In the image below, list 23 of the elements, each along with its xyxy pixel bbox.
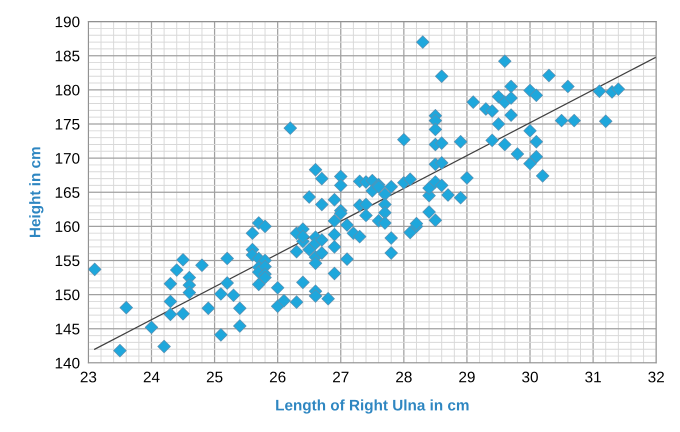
x-tick-label: 31 [585, 372, 601, 382]
y-tick-label: 170 [56, 152, 80, 164]
x-tick-label: 28 [396, 372, 412, 382]
x-tick-label: 30 [522, 372, 538, 382]
y-tick-label: 175 [56, 119, 80, 130]
y-tick-label: 180 [56, 84, 80, 96]
x-tick-label: 29 [459, 372, 475, 382]
y-tick-label: 150 [56, 289, 80, 300]
y-axis-title: Height in cm [29, 147, 44, 238]
x-tick-label: 26 [270, 372, 286, 382]
x-tick-label: 24 [144, 372, 160, 382]
x-tick-label: 32 [648, 372, 664, 382]
y-tick-label: 185 [56, 50, 80, 62]
y-tick-label: 140 [56, 358, 80, 369]
x-tick-label: 23 [80, 372, 96, 382]
x-tick-label: 27 [333, 372, 348, 382]
y-tick-label: 145 [56, 324, 80, 334]
y-tick-label: 155 [56, 256, 80, 266]
x-tick-label: 25 [206, 372, 222, 382]
y-tick-label: 160 [56, 221, 80, 232]
y-tick-label: 165 [56, 187, 80, 198]
y-tick-label: 190 [56, 16, 80, 28]
x-axis-title: Length of Right Ulna in cm [276, 399, 469, 414]
